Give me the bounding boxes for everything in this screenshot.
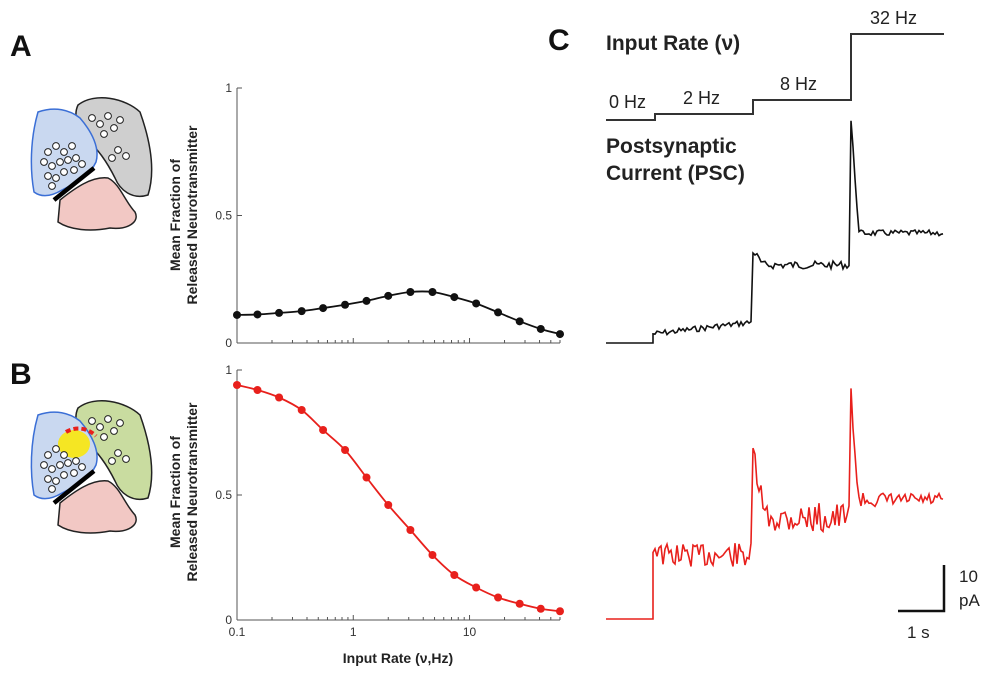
data-point bbox=[233, 381, 241, 389]
ylabel-a-line1: Mean Fraction of bbox=[167, 159, 183, 271]
data-point bbox=[428, 551, 437, 559]
data-point bbox=[450, 293, 459, 302]
data-point bbox=[494, 308, 503, 317]
rate-label-0hz: 0 Hz bbox=[609, 92, 646, 112]
data-point bbox=[556, 607, 564, 616]
series-line-b bbox=[236, 384, 561, 613]
psc-title-line1: Postsynaptic bbox=[606, 135, 737, 158]
psc-title-line2: Current (PSC) bbox=[606, 162, 745, 185]
data-point bbox=[297, 406, 306, 414]
input-rate-staircase bbox=[606, 33, 944, 121]
x-tick-label: 10 bbox=[463, 625, 477, 639]
data-point bbox=[362, 473, 371, 482]
data-point bbox=[472, 299, 481, 308]
synapse-schematic-glial-icon bbox=[30, 400, 153, 534]
data-point bbox=[472, 583, 481, 592]
data-point bbox=[297, 307, 306, 316]
data-point bbox=[319, 426, 328, 434]
data-point bbox=[515, 317, 524, 326]
rate-label-2hz: 2 Hz bbox=[683, 88, 720, 108]
data-point bbox=[384, 501, 393, 509]
data-point bbox=[406, 288, 415, 296]
panel-label-b: B bbox=[10, 358, 32, 391]
data-point bbox=[428, 288, 437, 296]
y-tick-label: 0.5 bbox=[215, 209, 232, 223]
scale-label-1s: 1 s bbox=[907, 623, 930, 642]
psc-trace-black bbox=[606, 120, 944, 344]
y-tick-label: 0 bbox=[225, 613, 232, 627]
panel-c: Input Rate (ν) Postsynaptic Current (PSC… bbox=[606, 8, 980, 642]
data-point bbox=[384, 291, 393, 300]
data-point bbox=[536, 604, 545, 613]
input-rate-title: Input Rate (ν) bbox=[606, 32, 740, 55]
data-point bbox=[253, 386, 262, 394]
xlabel-b: Input Rate (ν,Hz) bbox=[343, 650, 453, 666]
series-line-a bbox=[236, 290, 561, 335]
data-point bbox=[253, 310, 262, 319]
ylabel-b-line2: Released Neurotransmitter bbox=[184, 402, 200, 582]
data-point bbox=[494, 593, 503, 602]
scale-label-pa: pA bbox=[959, 591, 980, 610]
rate-label-32hz: 32 Hz bbox=[870, 8, 917, 28]
psc-trace-red bbox=[606, 388, 944, 620]
data-point bbox=[362, 296, 371, 305]
data-point bbox=[233, 310, 241, 319]
ylabel-b-line1: Mean Fraction of bbox=[167, 436, 183, 548]
data-point bbox=[341, 300, 350, 309]
data-point bbox=[341, 446, 350, 454]
chart-a: Mean Fraction of Released Neurotransmitt… bbox=[167, 81, 564, 350]
y-tick-label: 0.5 bbox=[215, 488, 232, 502]
x-tick-label: 0.1 bbox=[229, 625, 246, 639]
panel-label-c: C bbox=[548, 24, 570, 57]
rate-label-8hz: 8 Hz bbox=[780, 74, 817, 94]
data-point bbox=[275, 393, 284, 402]
panel-label-a: A bbox=[10, 30, 32, 63]
chart-b: Mean Fraction of Released Neurotransmitt… bbox=[167, 363, 564, 666]
x-tick-label: 1 bbox=[350, 625, 357, 639]
synapse-schematic-icon bbox=[30, 97, 153, 231]
scale-label-10: 10 bbox=[959, 567, 978, 586]
data-point bbox=[536, 324, 545, 333]
y-tick-label: 0 bbox=[225, 336, 232, 350]
data-point bbox=[515, 599, 524, 608]
data-point bbox=[275, 308, 284, 317]
data-point bbox=[556, 330, 564, 339]
scale-bar bbox=[898, 565, 946, 613]
data-point bbox=[319, 304, 328, 313]
data-point bbox=[406, 526, 415, 534]
ylabel-a-line2: Released Neurotransmitter bbox=[184, 125, 200, 305]
y-tick-label: 1 bbox=[225, 363, 232, 377]
data-point bbox=[450, 571, 459, 579]
y-tick-label: 1 bbox=[225, 81, 232, 95]
